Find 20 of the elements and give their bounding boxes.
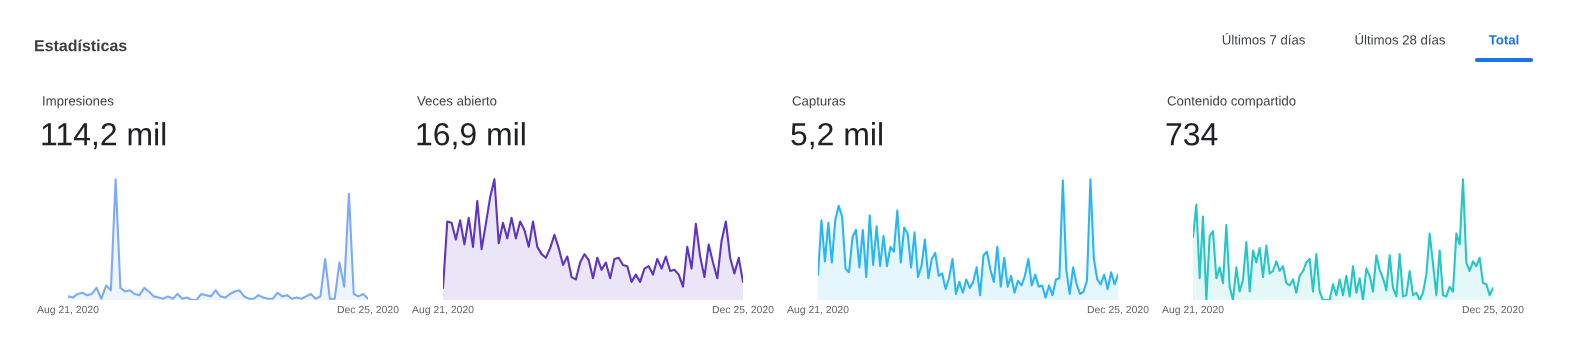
chart-subtitle: 5,2 mil [791, 122, 882, 150]
text: Últimos 28 días [1355, 32, 1445, 45]
text: Estadísticas [35, 39, 127, 52]
chart-title: Impresiones [43, 95, 114, 109]
x-tick-label: Dec 25, 2020 [1462, 305, 1524, 315]
x-tick-label: Aug 21, 2020 [412, 305, 474, 316]
x-tick-label: Aug 21, 2020 [1162, 305, 1224, 316]
chart-title: Contenido compartido [1167, 95, 1296, 109]
chart-title: Capturas [792, 96, 846, 109]
x-tick-label: Dec 25, 2020 [712, 305, 774, 315]
chart-subtitle: 16,9 mil [417, 122, 525, 150]
chart-subtitle: 114,2 mil [42, 122, 166, 150]
chart-subtitle: 734 [1166, 122, 1218, 146]
text: Últimos 7 días [1222, 32, 1305, 45]
text: Total [1488, 34, 1519, 45]
x-tick-label: Dec 25, 2020 [1087, 305, 1149, 315]
x-tick-label: Aug 21, 2020 [787, 305, 849, 316]
x-tick-label: Dec 25, 2020 [337, 305, 399, 315]
chart-title: Veces abierto [417, 95, 497, 106]
x-tick-label: Aug 21, 2020 [37, 305, 99, 316]
